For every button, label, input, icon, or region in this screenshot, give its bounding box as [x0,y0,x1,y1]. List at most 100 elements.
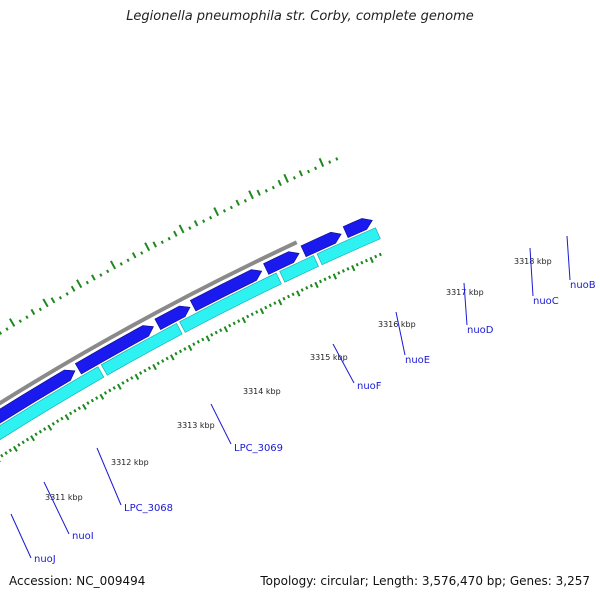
gc-mark-53 [167,236,171,241]
forward-gene-8 [300,231,342,258]
minor-mark-78 [214,330,218,335]
minor-mark-53 [103,391,108,395]
minor-mark-44 [64,414,70,421]
gc-mark-35 [42,298,49,308]
gene-labels: nuoJ nuoI LPC_3068 LPC_3069 nuoF nuoE nuoD nuoC… [10,235,596,565]
gc-mark-41 [85,280,89,285]
tick-label: 3314 kbp [243,387,281,396]
gc-mark-44 [106,269,110,274]
gc-mark-63 [235,199,240,206]
minor-mark-81 [228,323,232,328]
gc-mark-76 [328,160,332,164]
minor-mark-87 [255,310,259,314]
minor-mark-71 [183,347,187,351]
gc-mark-42 [91,274,96,281]
minor-mark-39 [43,427,47,431]
forward-gene-6 [189,269,263,312]
gene-leader-line [395,311,406,356]
reverse-strand-track [0,227,381,441]
minor-mark-109 [355,262,359,267]
gc-mark-75 [318,157,325,167]
gene-leader-line [43,481,70,535]
minor-mark-101 [318,279,323,284]
minor-mark-56 [116,383,122,390]
gene-label: nuoC [533,296,559,307]
gene-label: nuoE [405,355,430,366]
minor-mark-30 [4,451,8,455]
minor-mark-45 [68,411,73,416]
minor-mark-47 [77,406,81,411]
gc-mark-72 [298,170,303,177]
minor-mark-66 [161,359,165,363]
minor-mark-107 [346,267,350,271]
reverse-gene-7 [316,227,381,266]
minor-mark-38 [38,429,43,434]
minor-mark-89 [264,305,268,310]
gc-mark-34 [38,307,42,312]
gene-label: LPC_3068 [124,503,173,514]
minor-mark-112 [369,256,374,264]
gc-mark-43 [99,273,103,277]
gc-mark-29 [5,327,9,331]
gc-mark-69 [277,179,282,187]
minor-mark-62 [143,368,147,373]
minor-mark-88 [259,307,265,315]
minor-mark-103 [328,275,332,279]
gc-mark-68 [271,185,275,190]
minor-mark-105 [337,271,341,275]
minor-mark-36 [30,435,35,442]
minor-mark-79 [219,328,223,333]
gene-leader-line [566,235,571,281]
minor-mark-96 [296,290,301,297]
genome-backbone [0,240,298,406]
minor-mark-85 [246,314,250,319]
forward-strand-track [0,218,373,424]
minor-mark-55 [112,386,116,390]
gc-mark-28 [0,331,3,335]
minor-mark-64 [152,363,157,371]
gc-mark-71 [292,176,296,180]
minor-mark-40 [47,424,53,431]
minor-mark-95 [291,292,295,297]
gc-mark-56 [188,226,192,230]
gc-mark-37 [58,295,63,300]
gc-mark-32 [25,315,29,319]
reverse-gene-4 [100,322,183,376]
forward-gene-9 [342,218,373,238]
minor-mark-63 [147,366,152,370]
forward-gene-7 [263,251,300,275]
gene-leader-line [96,447,122,506]
gc-mark-31 [18,319,22,323]
gene-label: nuoJ [34,554,56,565]
minor-mark-49 [86,401,90,405]
reverse-gene-5 [179,272,282,333]
reverse-gene-3 [0,366,105,441]
minor-mark-57 [121,381,125,385]
gc-mark-55 [178,224,185,234]
minor-mark-94 [286,294,291,299]
minor-mark-65 [156,361,160,366]
gc-mark-40 [76,279,83,289]
gene-label: LPC_3069 [234,443,283,454]
tick-label: 3316 kbp [378,320,416,329]
tick-label: 3312 kbp [111,458,149,467]
minor-mark-51 [95,396,99,400]
minor-mark-42 [55,419,60,423]
gc-mark-70 [283,173,289,183]
minor-mark-106 [341,269,345,273]
gc-mark-66 [256,189,261,196]
minor-mark-70 [178,349,183,354]
forward-gene-5 [154,305,191,331]
gc-mark-61 [222,209,227,213]
minor-mark-48 [82,403,87,411]
gc-mark-77 [335,157,339,161]
gc-mark-30 [8,318,16,327]
gc-mark-49 [140,251,144,255]
minor-mark-111 [364,258,368,263]
minor-mark-91 [273,301,277,305]
minor-mark-77 [210,333,214,337]
minor-mark-29 [0,453,4,458]
genome-stats-text: Topology: circular; Length: 3,576,470 bp… [260,574,590,588]
gc-mark-46 [119,262,123,266]
